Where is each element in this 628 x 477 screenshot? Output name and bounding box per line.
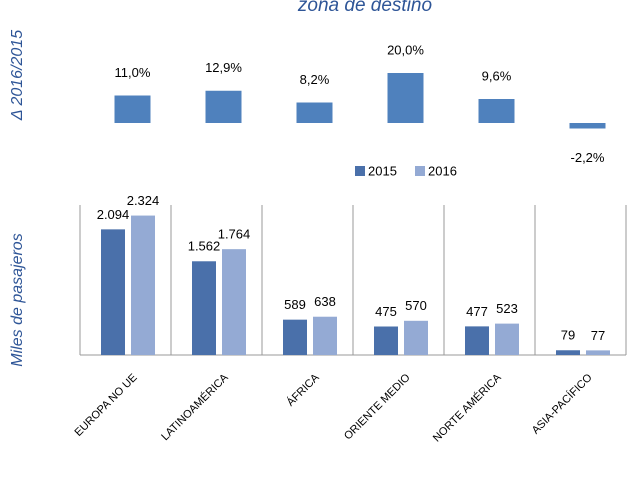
data-label: 79 [561, 328, 575, 343]
y-axis-label: Δ 2016/2015 [9, 30, 26, 121]
data-label: -2,2% [571, 150, 605, 165]
data-label: 8,2% [300, 72, 330, 87]
bar [313, 316, 337, 355]
y-axis-label: Miles de pasajeros [9, 233, 26, 366]
bar [495, 323, 519, 355]
x-tick-label: ASIA-PACÍFICO [529, 371, 595, 437]
bar [296, 102, 333, 123]
legend-swatch [415, 166, 425, 176]
bar [192, 261, 216, 355]
data-label: 570 [405, 298, 427, 313]
bar [222, 249, 246, 355]
data-label: 2.324 [127, 193, 160, 208]
bar [404, 320, 428, 355]
bar [101, 229, 125, 355]
data-label: 1.562 [188, 239, 221, 254]
bar [387, 73, 424, 123]
data-label: 523 [496, 301, 518, 316]
legend-swatch [355, 166, 365, 176]
data-label: 20,0% [387, 42, 424, 57]
bar [283, 319, 307, 355]
x-tick-label: ÁFRICA [284, 371, 322, 409]
bar [114, 95, 151, 123]
chart-title: zona de destino [297, 0, 432, 16]
x-tick-label: NORTE AMÉRICA [430, 371, 504, 445]
bar [586, 350, 610, 355]
bar [478, 99, 515, 123]
bar [569, 123, 606, 129]
bar [131, 215, 155, 355]
bar [556, 350, 580, 355]
data-label: 1.764 [218, 227, 251, 242]
data-label: 475 [375, 304, 397, 319]
data-label: 11,0% [115, 65, 151, 80]
data-label: 477 [466, 304, 488, 319]
bar [465, 326, 489, 355]
data-label: 12,9% [205, 60, 242, 75]
x-tick-label: LATINOAMÉRICA [159, 371, 232, 444]
data-label: 2.094 [97, 207, 130, 222]
data-label: 9,6% [482, 68, 512, 83]
data-label: 638 [314, 294, 336, 309]
data-label: 589 [284, 297, 306, 312]
x-tick-label: EUROPA NO UE [73, 372, 140, 439]
bar [374, 326, 398, 355]
legend-label: 2016 [428, 163, 457, 178]
data-label: 77 [591, 328, 605, 343]
legend-label: 2015 [368, 163, 397, 178]
x-tick-label: ORIENTE MEDIO [342, 371, 413, 442]
bar [205, 90, 242, 123]
